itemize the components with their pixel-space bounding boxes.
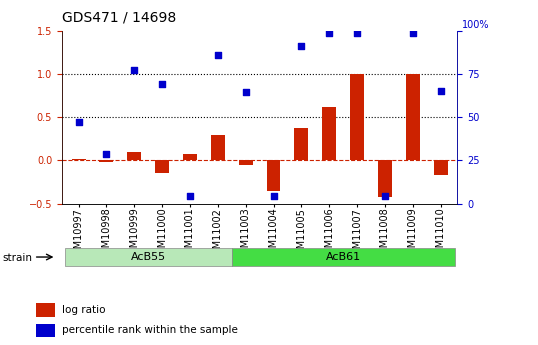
- Bar: [37, 324, 55, 337]
- Text: 100%: 100%: [462, 20, 489, 30]
- Point: [242, 90, 250, 95]
- Point: [408, 30, 417, 36]
- Bar: [155, 160, 169, 173]
- Point: [436, 89, 445, 94]
- Point: [380, 193, 389, 199]
- Point: [74, 119, 83, 125]
- Bar: [322, 107, 336, 160]
- Bar: [434, 160, 448, 175]
- Bar: [100, 160, 114, 162]
- Bar: [239, 160, 253, 165]
- Point: [158, 81, 166, 87]
- Bar: [378, 160, 392, 197]
- FancyBboxPatch shape: [65, 248, 232, 266]
- Text: percentile rank within the sample: percentile rank within the sample: [62, 325, 238, 335]
- Bar: [350, 74, 364, 160]
- Bar: [266, 160, 280, 190]
- Text: log ratio: log ratio: [62, 305, 106, 315]
- FancyBboxPatch shape: [232, 248, 455, 266]
- Bar: [211, 135, 225, 160]
- Bar: [128, 152, 141, 160]
- Text: AcB55: AcB55: [131, 252, 166, 262]
- Bar: [183, 155, 197, 160]
- Text: AcB61: AcB61: [325, 252, 360, 262]
- Point: [102, 151, 111, 156]
- Point: [130, 67, 139, 73]
- Text: GDS471 / 14698: GDS471 / 14698: [62, 10, 176, 24]
- Point: [214, 52, 222, 58]
- Point: [186, 193, 194, 199]
- Text: strain: strain: [3, 253, 33, 263]
- Point: [353, 30, 362, 36]
- Bar: [72, 159, 86, 160]
- Bar: [406, 74, 420, 160]
- Point: [325, 30, 334, 36]
- Point: [269, 193, 278, 199]
- Point: [297, 43, 306, 48]
- Bar: [294, 128, 308, 160]
- Bar: [37, 304, 55, 317]
